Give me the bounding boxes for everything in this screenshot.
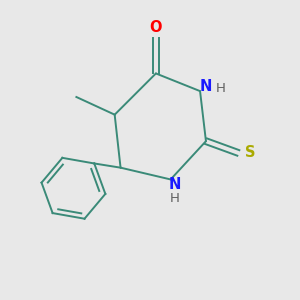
- Text: O: O: [150, 20, 162, 34]
- Text: H: H: [216, 82, 226, 95]
- Text: H: H: [170, 192, 180, 206]
- Text: N: N: [169, 177, 181, 192]
- Text: N: N: [200, 79, 212, 94]
- Text: S: S: [245, 146, 255, 160]
